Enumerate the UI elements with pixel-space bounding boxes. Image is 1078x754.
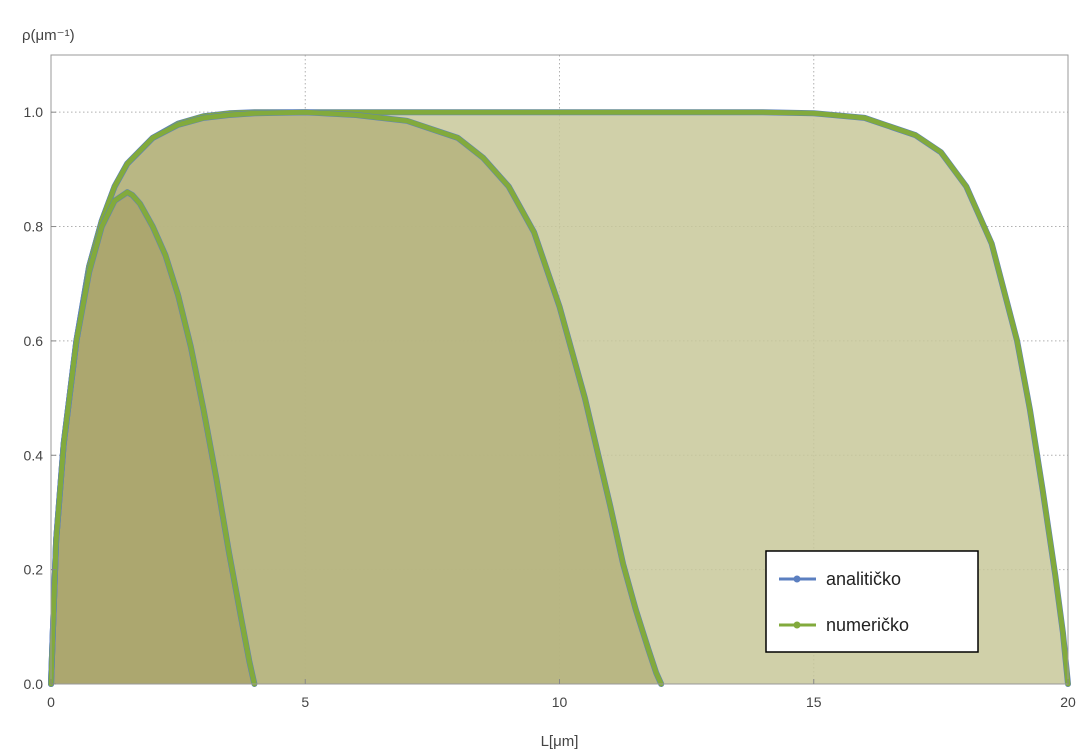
axis-ticks: 0 5 10 15 20 0.0 0.2 0.4 0.6 0.8 1.0	[24, 104, 1076, 710]
y-tick-label: 1.0	[24, 104, 44, 120]
series-numericko-L4	[48, 189, 257, 687]
y-tick-label: 0.0	[24, 676, 44, 692]
area-fills	[51, 112, 1068, 684]
legend-swatch-marker	[793, 621, 801, 629]
legend-box	[765, 550, 979, 653]
x-tick-label: 20	[1060, 694, 1076, 710]
x-tick-label: 0	[47, 694, 55, 710]
x-axis-label: L[μm]	[541, 733, 579, 750]
series-curves	[48, 109, 1071, 687]
x-tick-label: 10	[552, 694, 568, 710]
y-tick-label: 0.8	[24, 219, 44, 235]
y-tick-label: 0.4	[24, 447, 44, 463]
y-axis-label: ρ(μm⁻¹)	[22, 27, 75, 44]
area-fill-L4	[51, 192, 255, 684]
legend-label: numeričko	[826, 615, 909, 635]
legend-label: analitičko	[826, 569, 901, 589]
legend: analitičko numeričko	[765, 550, 979, 653]
x-tick-label: 5	[301, 694, 309, 710]
y-tick-label: 0.6	[24, 333, 44, 349]
legend-swatch-marker	[793, 575, 801, 583]
y-tick-label: 0.2	[24, 562, 44, 578]
x-tick-label: 15	[806, 694, 822, 710]
